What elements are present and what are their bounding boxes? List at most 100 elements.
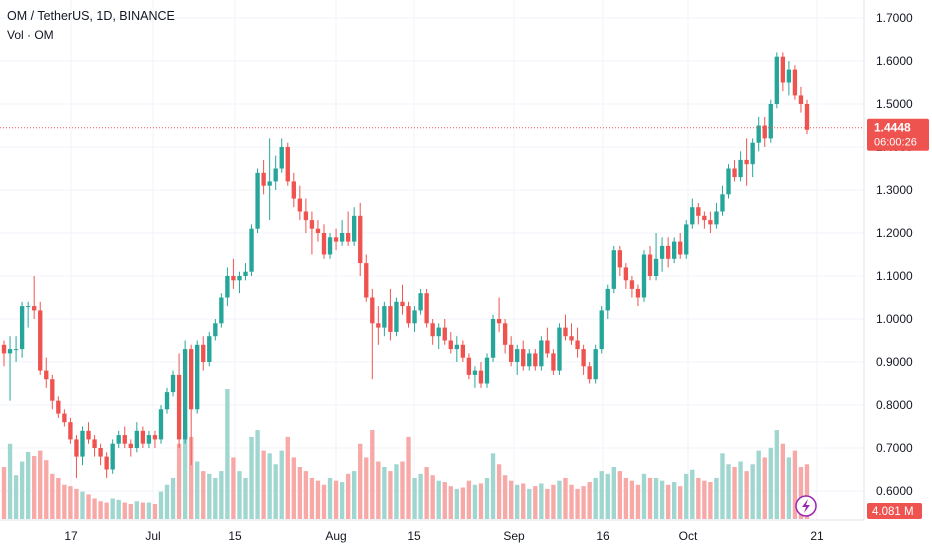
candle-body[interactable]: [315, 228, 321, 233]
candle-body[interactable]: [388, 306, 393, 332]
candle-body[interactable]: [122, 435, 127, 444]
candle-body[interactable]: [798, 95, 804, 104]
candle-body[interactable]: [195, 344, 200, 410]
candle-body[interactable]: [327, 237, 333, 255]
candle-body[interactable]: [575, 340, 580, 350]
candle-body[interactable]: [25, 306, 31, 308]
candle-body[interactable]: [152, 435, 158, 440]
candle-body[interactable]: [611, 250, 616, 289]
candle-body[interactable]: [394, 301, 399, 332]
candle-body[interactable]: [629, 280, 635, 289]
candle-body[interactable]: [333, 237, 339, 242]
candle-body[interactable]: [201, 344, 206, 362]
candle-body[interactable]: [768, 104, 773, 139]
candle-body[interactable]: [231, 276, 236, 281]
candle-body[interactable]: [303, 211, 309, 221]
candle-body[interactable]: [376, 323, 381, 328]
candle-body[interactable]: [188, 349, 194, 410]
candle-body[interactable]: [279, 147, 284, 169]
candle-body[interactable]: [352, 215, 357, 242]
candle-body[interactable]: [92, 439, 97, 448]
candle-body[interactable]: [696, 207, 701, 216]
candle-body[interactable]: [267, 181, 272, 186]
candle-body[interactable]: [521, 349, 526, 367]
candle-body[interactable]: [424, 293, 429, 324]
candle-body[interactable]: [86, 430, 91, 440]
candle-body[interactable]: [80, 430, 85, 457]
candle-body[interactable]: [690, 207, 695, 225]
candle-body[interactable]: [68, 422, 73, 440]
candle-body[interactable]: [44, 370, 49, 380]
candle-body[interactable]: [219, 297, 224, 324]
candle-body[interactable]: [744, 159, 749, 165]
candle-body[interactable]: [255, 172, 260, 229]
candle-body[interactable]: [732, 168, 737, 178]
candle-body[interactable]: [539, 340, 544, 367]
candle-body[interactable]: [273, 168, 278, 182]
candle-body[interactable]: [460, 344, 466, 358]
candle-body[interactable]: [285, 147, 290, 182]
candle-body[interactable]: [641, 254, 647, 298]
candle-body[interactable]: [515, 349, 520, 362]
candle-body[interactable]: [587, 366, 592, 380]
candle-body[interactable]: [738, 159, 743, 178]
candle-body[interactable]: [430, 323, 435, 337]
candle-body[interactable]: [50, 379, 55, 401]
candle-body[interactable]: [436, 327, 441, 337]
candle-body[interactable]: [804, 104, 810, 130]
candle-body[interactable]: [774, 56, 779, 104]
candle-body[interactable]: [593, 349, 598, 380]
candle-body[interactable]: [98, 448, 103, 457]
candle-body[interactable]: [249, 228, 254, 272]
candle-body[interactable]: [647, 254, 653, 277]
candle-body[interactable]: [472, 370, 478, 375]
candle-body[interactable]: [726, 168, 731, 195]
candle-body[interactable]: [243, 271, 248, 276]
candle-body[interactable]: [406, 306, 411, 324]
candle-body[interactable]: [557, 327, 562, 371]
candle-body[interactable]: [756, 125, 761, 143]
candle-body[interactable]: [659, 245, 665, 259]
candle-body[interactable]: [750, 142, 755, 165]
candle-body[interactable]: [56, 400, 61, 414]
candle-body[interactable]: [1, 344, 7, 354]
candle-body[interactable]: [370, 297, 375, 324]
candle-body[interactable]: [62, 413, 67, 423]
candle-body[interactable]: [653, 258, 659, 276]
candle-body[interactable]: [164, 392, 170, 410]
candle-body[interactable]: [110, 443, 115, 470]
candle-body[interactable]: [32, 306, 37, 311]
candle-body[interactable]: [684, 224, 689, 255]
candle-body[interactable]: [237, 276, 242, 281]
candle-body[interactable]: [442, 327, 447, 341]
candle-body[interactable]: [786, 69, 792, 83]
candle-body[interactable]: [358, 215, 363, 264]
candle-body[interactable]: [484, 357, 490, 384]
candle-body[interactable]: [454, 344, 459, 350]
candle-body[interactable]: [665, 245, 671, 259]
candle-body[interactable]: [545, 340, 550, 354]
candle-body[interactable]: [762, 125, 767, 139]
candle-body[interactable]: [702, 215, 707, 221]
candle-body[interactable]: [146, 435, 152, 444]
candle-body[interactable]: [128, 443, 133, 448]
candle-body[interactable]: [551, 353, 556, 371]
candle-body[interactable]: [291, 181, 296, 199]
candle-body[interactable]: [502, 323, 508, 345]
candle-body[interactable]: [478, 370, 484, 384]
candle-body[interactable]: [581, 349, 586, 367]
candle-body[interactable]: [170, 374, 176, 393]
candle-body[interactable]: [364, 263, 369, 298]
candle-body[interactable]: [623, 267, 629, 281]
candle-body[interactable]: [207, 336, 212, 362]
candle-body[interactable]: [569, 336, 574, 341]
candle-body[interactable]: [297, 198, 303, 212]
candle-body[interactable]: [605, 288, 610, 311]
candle-body[interactable]: [321, 233, 327, 255]
candle-body[interactable]: [708, 220, 713, 225]
candle-body[interactable]: [792, 69, 798, 96]
candle-body[interactable]: [418, 293, 423, 311]
candle-body[interactable]: [182, 349, 188, 440]
candle-body[interactable]: [309, 220, 315, 229]
candle-body[interactable]: [466, 357, 472, 375]
